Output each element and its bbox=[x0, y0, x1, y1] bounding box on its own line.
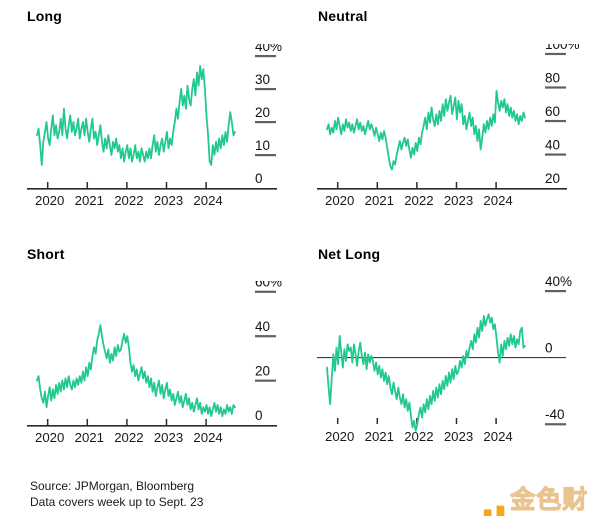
svg-text:2022: 2022 bbox=[404, 429, 433, 444]
line-chart-short: 2020 2021 2022 2023 2024 60% 40 20 0 bbox=[27, 281, 282, 445]
chart-title-long: Long bbox=[27, 8, 63, 24]
jinse-finance-logo: 金色财经 bbox=[483, 480, 600, 516]
svg-text:2023: 2023 bbox=[154, 193, 183, 208]
data-coverage-line: Data covers week up to Sept. 23 bbox=[30, 494, 204, 509]
svg-text:2022: 2022 bbox=[404, 193, 433, 208]
svg-text:2022: 2022 bbox=[114, 193, 143, 208]
chart-title-net-long: Net Long bbox=[318, 246, 381, 262]
svg-text:-40: -40 bbox=[545, 407, 565, 422]
svg-text:20: 20 bbox=[255, 364, 270, 379]
svg-text:2023: 2023 bbox=[154, 430, 183, 445]
svg-text:2022: 2022 bbox=[114, 430, 143, 445]
svg-text:2023: 2023 bbox=[444, 429, 473, 444]
svg-text:2021: 2021 bbox=[365, 193, 394, 208]
svg-text:40: 40 bbox=[545, 137, 560, 152]
source-note: Source: JPMorgan, Bloomberg Data covers … bbox=[30, 479, 203, 510]
svg-text:2020: 2020 bbox=[325, 193, 354, 208]
svg-text:60: 60 bbox=[545, 104, 560, 119]
svg-text:2023: 2023 bbox=[444, 193, 473, 208]
svg-text:2021: 2021 bbox=[365, 429, 394, 444]
svg-text:10: 10 bbox=[255, 138, 270, 153]
line-chart-long: 2020 2021 2022 2023 2024 40% 30 20 10 0 bbox=[27, 44, 282, 208]
svg-text:2024: 2024 bbox=[193, 193, 222, 208]
line-chart-net-long: 2020 2021 2022 2023 2024 40% 0 -40 bbox=[317, 275, 572, 444]
svg-text:20: 20 bbox=[255, 105, 270, 120]
jinse-logo-text: 金色财经 bbox=[510, 486, 589, 515]
svg-text:2024: 2024 bbox=[193, 430, 222, 445]
svg-text:2021: 2021 bbox=[75, 193, 104, 208]
svg-text:20: 20 bbox=[545, 171, 560, 186]
svg-text:30: 30 bbox=[255, 72, 270, 87]
svg-text:2024: 2024 bbox=[483, 429, 512, 444]
svg-text:0: 0 bbox=[545, 341, 553, 356]
svg-text:80: 80 bbox=[545, 70, 560, 85]
svg-text:40: 40 bbox=[255, 319, 270, 334]
svg-text:2020: 2020 bbox=[35, 193, 64, 208]
svg-text:60%: 60% bbox=[255, 281, 282, 290]
svg-text:2021: 2021 bbox=[75, 430, 104, 445]
jinse-blocks-icon bbox=[483, 505, 505, 516]
svg-text:0: 0 bbox=[255, 408, 263, 423]
svg-text:2020: 2020 bbox=[35, 430, 64, 445]
svg-text:40%: 40% bbox=[255, 44, 282, 54]
svg-text:100%: 100% bbox=[545, 44, 580, 52]
line-chart-neutral: 2020 2021 2022 2023 2024 100% 80 60 40 20 bbox=[317, 44, 580, 208]
source-line: Source: JPMorgan, Bloomberg bbox=[30, 479, 195, 493]
svg-text:2020: 2020 bbox=[325, 429, 354, 444]
chart-title-neutral: Neutral bbox=[318, 8, 368, 24]
svg-text:0: 0 bbox=[255, 171, 263, 186]
chart-title-short: Short bbox=[27, 246, 65, 262]
svg-text:2024: 2024 bbox=[483, 193, 512, 208]
svg-text:40%: 40% bbox=[545, 275, 572, 289]
